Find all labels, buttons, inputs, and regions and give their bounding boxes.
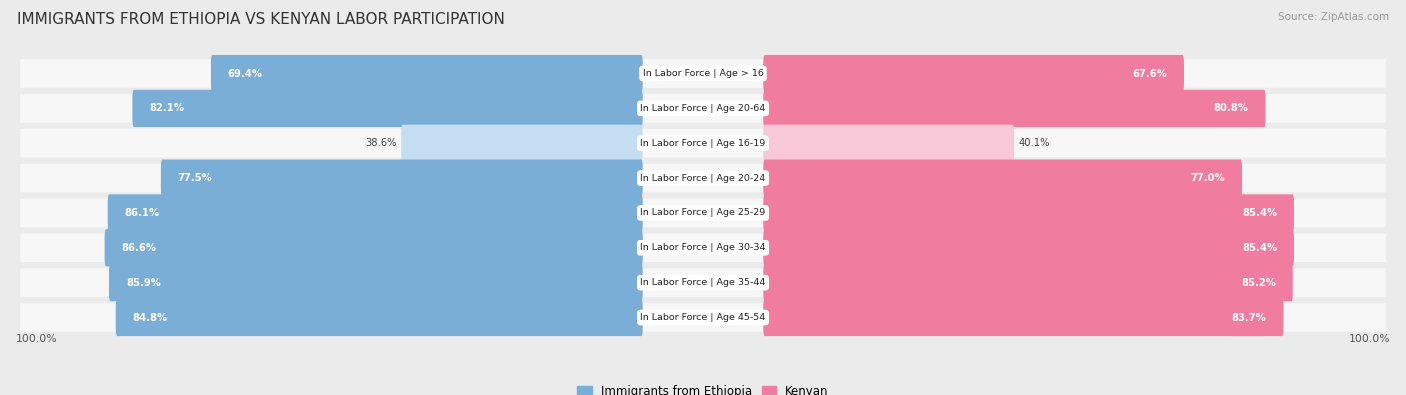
Text: 77.5%: 77.5% — [177, 173, 212, 183]
FancyBboxPatch shape — [763, 125, 1014, 162]
Text: In Labor Force | Age 20-24: In Labor Force | Age 20-24 — [640, 173, 766, 182]
FancyBboxPatch shape — [763, 55, 1184, 92]
Text: 77.0%: 77.0% — [1191, 173, 1225, 183]
Text: 38.6%: 38.6% — [366, 138, 396, 148]
Text: IMMIGRANTS FROM ETHIOPIA VS KENYAN LABOR PARTICIPATION: IMMIGRANTS FROM ETHIOPIA VS KENYAN LABOR… — [17, 12, 505, 27]
Text: In Labor Force | Age 30-34: In Labor Force | Age 30-34 — [640, 243, 766, 252]
Text: 84.8%: 84.8% — [132, 312, 167, 322]
FancyBboxPatch shape — [108, 194, 643, 231]
FancyBboxPatch shape — [20, 303, 1386, 332]
FancyBboxPatch shape — [763, 160, 1241, 197]
FancyBboxPatch shape — [20, 233, 1386, 262]
Text: 100.0%: 100.0% — [15, 334, 56, 344]
FancyBboxPatch shape — [104, 229, 643, 266]
FancyBboxPatch shape — [763, 194, 1294, 231]
FancyBboxPatch shape — [20, 199, 1386, 227]
FancyBboxPatch shape — [763, 90, 1265, 127]
Legend: Immigrants from Ethiopia, Kenyan: Immigrants from Ethiopia, Kenyan — [572, 380, 834, 395]
Text: 85.4%: 85.4% — [1241, 208, 1277, 218]
Text: In Labor Force | Age 45-54: In Labor Force | Age 45-54 — [640, 313, 766, 322]
FancyBboxPatch shape — [115, 299, 643, 336]
Text: In Labor Force | Age 25-29: In Labor Force | Age 25-29 — [640, 209, 766, 218]
Text: 86.6%: 86.6% — [121, 243, 156, 253]
FancyBboxPatch shape — [763, 299, 1284, 336]
FancyBboxPatch shape — [763, 264, 1292, 301]
Text: 67.6%: 67.6% — [1132, 69, 1167, 79]
FancyBboxPatch shape — [20, 268, 1386, 297]
Text: 85.9%: 85.9% — [127, 278, 160, 288]
Text: 82.1%: 82.1% — [149, 103, 184, 113]
Text: 83.7%: 83.7% — [1232, 312, 1267, 322]
Text: 69.4%: 69.4% — [228, 69, 263, 79]
Text: Source: ZipAtlas.com: Source: ZipAtlas.com — [1278, 12, 1389, 22]
Text: 100.0%: 100.0% — [1350, 334, 1391, 344]
Text: In Labor Force | Age > 16: In Labor Force | Age > 16 — [643, 69, 763, 78]
FancyBboxPatch shape — [20, 129, 1386, 158]
FancyBboxPatch shape — [763, 229, 1294, 266]
FancyBboxPatch shape — [211, 55, 643, 92]
Text: In Labor Force | Age 35-44: In Labor Force | Age 35-44 — [640, 278, 766, 287]
FancyBboxPatch shape — [160, 160, 643, 197]
FancyBboxPatch shape — [132, 90, 643, 127]
FancyBboxPatch shape — [401, 125, 643, 162]
Text: 85.2%: 85.2% — [1241, 278, 1275, 288]
Text: In Labor Force | Age 16-19: In Labor Force | Age 16-19 — [640, 139, 766, 148]
Text: 86.1%: 86.1% — [125, 208, 160, 218]
FancyBboxPatch shape — [108, 264, 643, 301]
FancyBboxPatch shape — [20, 59, 1386, 88]
Text: In Labor Force | Age 20-64: In Labor Force | Age 20-64 — [640, 104, 766, 113]
FancyBboxPatch shape — [20, 164, 1386, 192]
Text: 80.8%: 80.8% — [1213, 103, 1249, 113]
FancyBboxPatch shape — [20, 94, 1386, 123]
Text: 40.1%: 40.1% — [1019, 138, 1050, 148]
Text: 85.4%: 85.4% — [1241, 243, 1277, 253]
